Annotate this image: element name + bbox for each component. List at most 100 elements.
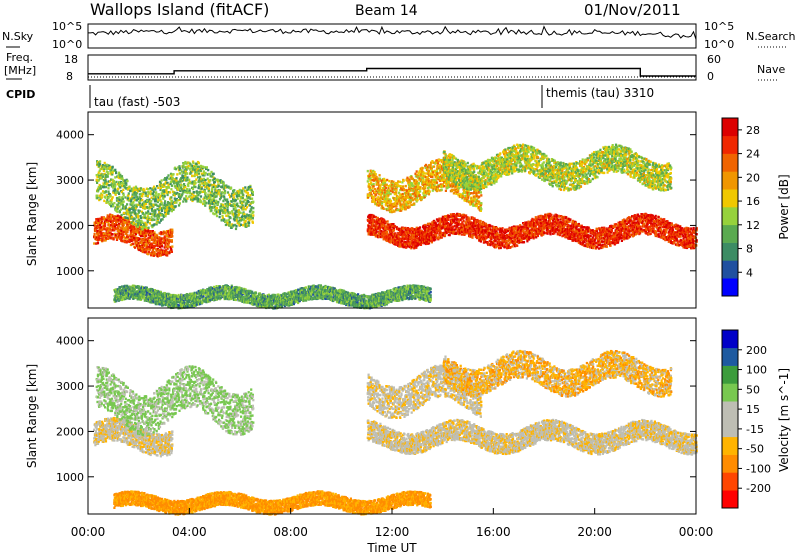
power-cell (229, 211, 231, 213)
power-cell (175, 201, 177, 203)
power-cell (147, 210, 149, 212)
power-cell (205, 202, 207, 204)
power-cell (126, 203, 128, 205)
power-cell (209, 179, 211, 181)
power-cell (196, 192, 198, 194)
power-cell (219, 216, 221, 218)
power-cell (218, 192, 220, 194)
cpid-segment-2: themis (tau) 3310 (546, 86, 654, 100)
power-cell (156, 221, 158, 223)
power-cell (148, 227, 150, 229)
power-cell (134, 228, 136, 230)
power-cell (407, 245, 409, 247)
nsky-trace (88, 27, 696, 40)
power-cell (213, 173, 215, 175)
power-cell (96, 182, 98, 184)
nsky-label: N.Sky (2, 30, 34, 43)
figure-header: Wallops Island (fitACF) Beam 14 01/Nov/2… (90, 0, 681, 19)
power-cell (133, 204, 135, 206)
freq-tick-bottom: 8 (66, 70, 73, 83)
power-cell (235, 206, 237, 208)
power-cell (101, 196, 103, 198)
power-cell (140, 217, 142, 219)
freq-line (88, 69, 696, 77)
nsky-line (88, 27, 696, 40)
power-cell (171, 235, 173, 237)
power-cell (237, 198, 239, 200)
power-cell (531, 226, 533, 228)
power-cell (252, 211, 254, 213)
power-cell (188, 179, 190, 181)
power-cell (572, 229, 574, 231)
power-cell (384, 221, 386, 223)
power-cell (170, 196, 172, 198)
power-cell (145, 203, 147, 205)
power-cell (150, 200, 152, 202)
power-cell (165, 179, 167, 181)
power-cell (569, 218, 571, 220)
power-cell (126, 180, 128, 182)
power-cell (114, 176, 116, 178)
power-cell (195, 178, 197, 180)
power-cell (242, 187, 244, 189)
power-cell (252, 207, 254, 209)
power-cell (123, 224, 125, 226)
power-cell (123, 194, 125, 196)
power-cell (208, 187, 210, 189)
power-cell (107, 191, 109, 193)
power-cell (205, 179, 207, 181)
power-cell (106, 168, 108, 170)
power-cell (147, 253, 149, 255)
power-cell (398, 235, 400, 237)
power-cell (507, 230, 509, 232)
power-cell (168, 186, 170, 188)
power-cell (110, 201, 112, 203)
power-cell (224, 212, 226, 214)
power-cell (171, 245, 173, 247)
power-cell (118, 205, 120, 207)
power-cell (221, 191, 223, 193)
power-cell (398, 228, 400, 230)
power-cell (216, 207, 218, 209)
power-cell (126, 221, 128, 223)
power-cell (209, 173, 211, 175)
power-cell (200, 195, 202, 197)
power-cell (207, 178, 209, 180)
power-cell (207, 169, 209, 171)
power-cell (129, 186, 131, 188)
power-cell (251, 198, 253, 200)
nave-tick-top: 60 (707, 53, 721, 66)
power-cell (108, 184, 110, 186)
power-cell (237, 205, 239, 207)
power-cell (141, 195, 143, 197)
power-cell (233, 189, 235, 191)
power-cell (252, 214, 254, 216)
power-cell (193, 191, 195, 193)
power-cell (126, 231, 128, 233)
power-cell (185, 195, 187, 197)
freq-panel: Freq. [MHz] Nave 18 8 60 0 (4, 51, 785, 83)
power-cell (221, 219, 223, 221)
power-cell (96, 195, 98, 197)
power-cell (557, 219, 559, 221)
power-cell (122, 198, 124, 200)
power-cell (150, 233, 152, 235)
power-cell (244, 186, 246, 188)
power-scatter (93, 144, 698, 310)
power-cell (235, 228, 237, 230)
power-cell (509, 246, 511, 248)
power-cell (550, 214, 552, 216)
power-cell (93, 242, 95, 244)
power-cell (590, 235, 592, 237)
power-cell (242, 197, 244, 199)
power-cell (197, 194, 199, 196)
power-cell (537, 235, 539, 237)
nave-tick-bottom: 0 (707, 70, 714, 83)
power-cell (371, 220, 373, 222)
date-title: 01/Nov/2011 (584, 1, 681, 19)
power-cell (107, 175, 109, 177)
power-cell (104, 162, 106, 164)
power-cell (219, 189, 221, 191)
power-cell (123, 212, 125, 214)
cpid-strip: CPID tau (fast) -503 themis (tau) 3310 (6, 85, 654, 109)
